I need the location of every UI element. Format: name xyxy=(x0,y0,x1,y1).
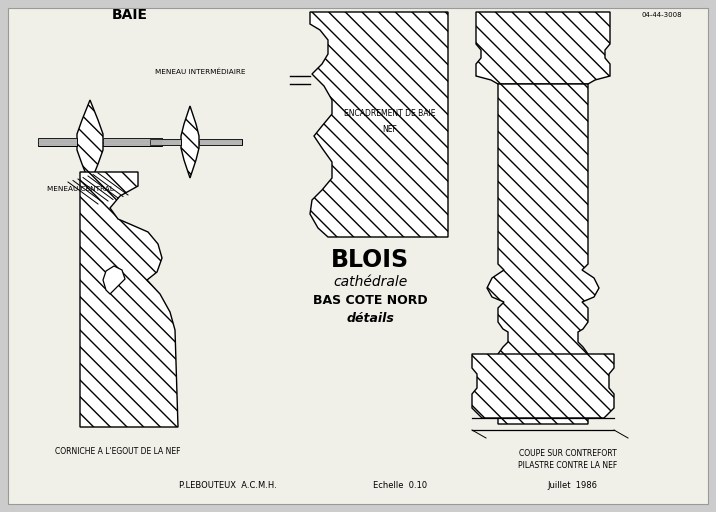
Text: Echelle  0.10: Echelle 0.10 xyxy=(373,481,427,490)
Text: BAIE: BAIE xyxy=(112,8,148,22)
Polygon shape xyxy=(80,172,178,427)
Text: ENCADREMENT DE BAIE: ENCADREMENT DE BAIE xyxy=(344,110,436,118)
Text: COUPE SUR CONTREFORT: COUPE SUR CONTREFORT xyxy=(519,450,617,459)
Text: MENEAU CENTRAL: MENEAU CENTRAL xyxy=(47,186,113,192)
Bar xyxy=(199,139,242,145)
Polygon shape xyxy=(181,106,199,178)
Text: P.LEBOUTEUX  A.C.M.H.: P.LEBOUTEUX A.C.M.H. xyxy=(179,481,277,490)
Bar xyxy=(103,138,162,146)
Text: cathédrale: cathédrale xyxy=(333,275,407,289)
Text: NEF: NEF xyxy=(382,124,397,134)
Text: détails: détails xyxy=(346,311,394,325)
Text: PILASTRE CONTRE LA NEF: PILASTRE CONTRE LA NEF xyxy=(518,461,618,471)
Polygon shape xyxy=(472,354,614,418)
Bar xyxy=(38,138,77,146)
Text: Juillet  1986: Juillet 1986 xyxy=(547,481,597,490)
Text: MENEAU INTERMÉDIAIRE: MENEAU INTERMÉDIAIRE xyxy=(155,69,246,75)
Polygon shape xyxy=(77,100,103,184)
Text: BLOIS: BLOIS xyxy=(331,248,409,272)
Polygon shape xyxy=(310,12,448,237)
Polygon shape xyxy=(476,12,610,84)
Text: BAS COTE NORD: BAS COTE NORD xyxy=(313,293,427,307)
Text: CORNICHE A L'EGOUT DE LA NEF: CORNICHE A L'EGOUT DE LA NEF xyxy=(55,447,180,457)
Bar xyxy=(150,139,181,145)
Polygon shape xyxy=(103,266,125,294)
Polygon shape xyxy=(487,84,599,424)
Text: 04-44-3008: 04-44-3008 xyxy=(642,12,682,18)
